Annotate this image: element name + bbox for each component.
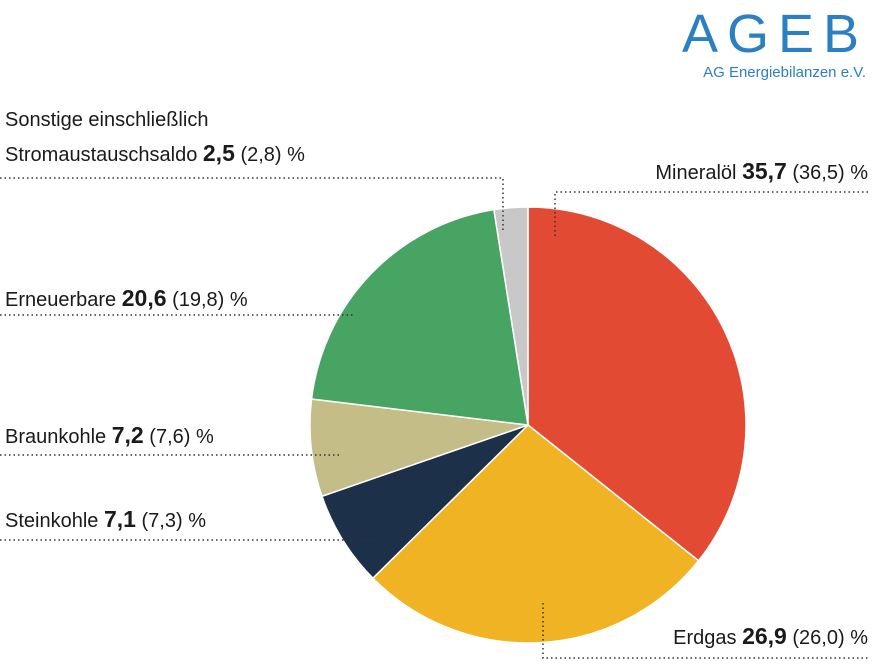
category-name: Braunkohle xyxy=(5,426,107,448)
pie-slice xyxy=(493,206,529,426)
previous-label: (2,8) xyxy=(240,144,282,166)
category-name: Steinkohle xyxy=(5,510,99,532)
previous-label: (26,0) xyxy=(792,627,845,649)
category-name: Erneuerbare xyxy=(5,289,117,311)
leader-line xyxy=(554,191,868,237)
value-label: 7,1 xyxy=(103,506,136,532)
previous-label: (7,3) xyxy=(141,510,183,532)
category-name: Erdgas xyxy=(673,627,737,649)
value-label: 20,6 xyxy=(121,285,167,311)
unit: % xyxy=(188,510,206,532)
value-label: 7,2 xyxy=(111,422,144,448)
brand-subtitle: AG Energiebilanzen e.V. xyxy=(703,64,866,81)
category-name: Mineralöl xyxy=(655,162,737,184)
pie-slice xyxy=(309,398,529,498)
slice-label: Mineralöl 35,7 (36,5) % xyxy=(655,155,868,190)
slice-label: Steinkohle 7,1 (7,3) % xyxy=(5,503,206,538)
value-label: 26,9 xyxy=(742,623,787,649)
category-name: Sonstige einschließlich Stromaustauschsa… xyxy=(5,109,209,166)
value-label: 2,5 xyxy=(202,140,235,166)
pie-slice xyxy=(310,208,529,426)
previous-label: (19,8) xyxy=(172,289,225,311)
slice-label: Erdgas 26,9 (26,0) % xyxy=(673,620,868,655)
unit: % xyxy=(850,627,868,649)
slice-label: Erneuerbare 20,6 (19,8) % xyxy=(5,282,248,317)
leader-line xyxy=(542,603,868,659)
slice-label: Braunkohle 7,2 (7,6) % xyxy=(5,419,214,454)
unit: % xyxy=(229,289,248,311)
previous-label: (7,6) xyxy=(149,426,191,448)
pie-slice xyxy=(371,423,700,644)
brand-title: AGEB xyxy=(681,4,868,64)
leader-line xyxy=(0,177,504,230)
value-label: 35,7 xyxy=(742,158,787,184)
pie-slice xyxy=(527,206,747,562)
unit: % xyxy=(287,144,305,166)
unit: % xyxy=(195,426,214,448)
unit: % xyxy=(850,162,868,184)
slice-label: Sonstige einschließlich Stromaustauschsa… xyxy=(5,104,350,172)
previous-label: (36,5) xyxy=(792,162,845,184)
